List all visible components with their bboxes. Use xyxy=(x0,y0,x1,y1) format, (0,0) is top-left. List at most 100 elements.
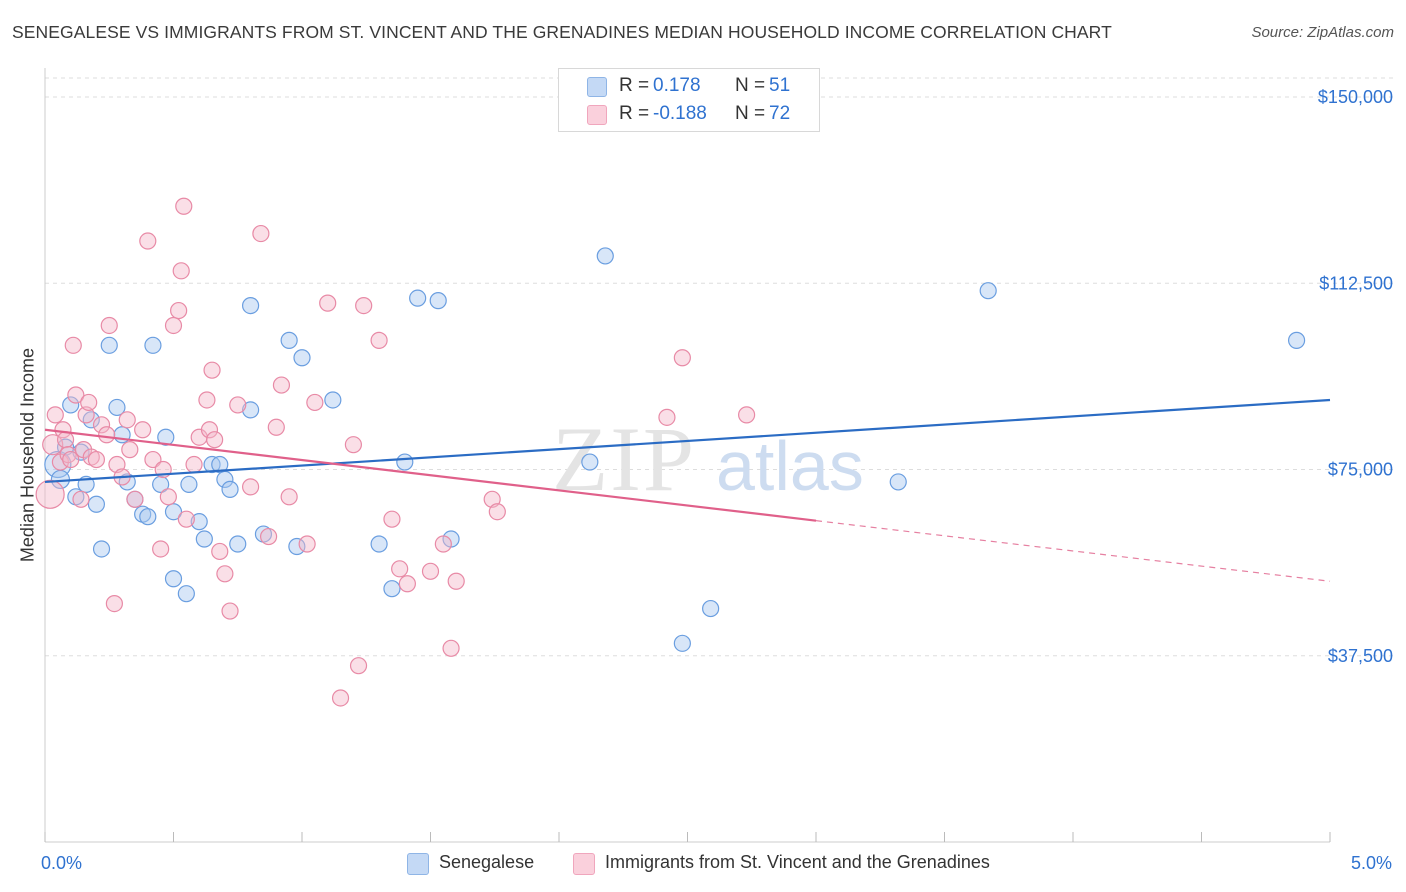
svg-point xyxy=(152,540,170,558)
watermark-zip: ZIP xyxy=(552,408,696,510)
senegalese-point xyxy=(221,480,239,498)
legend-label-senegalese: Senegalese xyxy=(439,852,535,872)
svg-point xyxy=(126,490,144,508)
senegalese-point xyxy=(164,503,183,521)
svg-point xyxy=(221,602,239,620)
senegalese-point xyxy=(92,540,111,558)
senegalese-point xyxy=(242,401,260,419)
svg-point xyxy=(203,361,221,379)
axis-layer xyxy=(44,68,1331,843)
legend-n-label: N = xyxy=(735,103,766,124)
svg-point xyxy=(72,490,90,508)
tick-labels: $37,500 $75,000 $112,500 $150,000 0.0% 5.0% xyxy=(41,87,1393,873)
correlation-legend: R = 0.178 N = 51 R = -0.188 N = 72 xyxy=(558,68,820,132)
senegalese-point xyxy=(1287,331,1306,349)
svg-point xyxy=(442,639,460,657)
svg-point xyxy=(164,316,183,335)
senegalese-point xyxy=(190,513,208,531)
svg-point xyxy=(170,301,188,320)
chart-source: Source: ZipAtlas.com xyxy=(1251,24,1394,41)
senegalese-point xyxy=(242,297,260,315)
senegalese-point xyxy=(324,391,342,409)
svg-point xyxy=(206,431,224,449)
svg-point xyxy=(319,294,337,312)
senegalese-point xyxy=(293,349,311,367)
legend-r-value: 0.178 xyxy=(653,75,701,96)
svg-point xyxy=(134,421,152,439)
svg-trend-line-extension xyxy=(815,520,1331,582)
senegalese-point xyxy=(280,331,298,349)
svg-point xyxy=(172,262,190,280)
svg-point xyxy=(67,386,85,404)
y-tick-label: $37,500 xyxy=(1328,646,1393,666)
senegalese-point xyxy=(211,455,229,474)
svg-point xyxy=(344,436,362,454)
svg-point xyxy=(92,416,111,434)
senegalese-point xyxy=(383,580,401,598)
svg-point xyxy=(64,336,82,354)
svg-point xyxy=(398,575,416,593)
x-tick-label: 5.0% xyxy=(1351,853,1392,873)
svg-point xyxy=(355,297,373,315)
grid-layer xyxy=(45,77,1395,657)
svg-point xyxy=(259,527,278,546)
svg-point xyxy=(272,376,291,394)
svg-point xyxy=(331,689,350,707)
x-tick-label: 0.0% xyxy=(41,853,82,873)
svg-point xyxy=(118,411,136,429)
senegalese-point xyxy=(409,289,427,307)
svg-point xyxy=(87,450,106,469)
senegalese-point xyxy=(157,428,175,446)
svg-point xyxy=(252,224,270,243)
senegalese-point xyxy=(195,530,213,548)
chart-title: SENEGALESE VS IMMIGRANTS FROM ST. VINCEN… xyxy=(12,22,1112,42)
svg-trend-line xyxy=(44,428,817,522)
svg-point xyxy=(658,408,676,426)
legend-swatch-senegalese xyxy=(587,77,607,97)
legend-n-value: 51 xyxy=(769,75,791,96)
svg-point xyxy=(267,418,285,436)
svg-point xyxy=(121,441,139,459)
legend-n-value: 72 xyxy=(769,103,791,124)
svg-point xyxy=(216,565,234,583)
watermark-atlas: atlas xyxy=(716,427,864,505)
senegalese-point xyxy=(177,585,195,603)
svg-point xyxy=(349,657,368,675)
senegalese-point xyxy=(229,535,247,553)
svg-point xyxy=(177,510,195,528)
senegalese-point xyxy=(596,247,614,265)
legend-n-label: N = xyxy=(735,75,766,96)
svg-point xyxy=(447,572,465,590)
svg-point xyxy=(62,450,80,469)
senegalese-point xyxy=(139,508,157,526)
svg-point xyxy=(738,406,756,424)
svg-point xyxy=(242,478,260,496)
svg-point xyxy=(383,510,401,528)
senegalese-point xyxy=(288,537,306,556)
svg-point xyxy=(211,542,229,561)
svg-point xyxy=(100,316,118,335)
svg-point xyxy=(229,396,247,414)
legend-swatch-svg xyxy=(587,105,607,125)
svg-point xyxy=(370,331,388,349)
senegalese-point xyxy=(979,282,997,300)
svg-point xyxy=(185,455,203,474)
svg-point xyxy=(391,560,409,578)
svg-point xyxy=(421,562,440,580)
senegalese-point xyxy=(581,453,599,471)
svg-point xyxy=(59,446,77,464)
y-axis-label: Median Household Income xyxy=(17,347,38,563)
svg-point xyxy=(200,421,219,439)
senegalese-point xyxy=(87,495,106,513)
svg-point xyxy=(306,393,324,412)
y-tick-label: $75,000 xyxy=(1328,460,1393,480)
svg-point xyxy=(175,197,193,215)
svg-point xyxy=(98,426,116,444)
svg-point xyxy=(144,450,162,469)
trend-layer xyxy=(44,398,1331,582)
legend-swatch-senegalese xyxy=(407,853,429,875)
senegalese-trend-line xyxy=(44,398,1331,484)
svg-point xyxy=(673,349,691,367)
senegalese-point xyxy=(100,336,118,354)
